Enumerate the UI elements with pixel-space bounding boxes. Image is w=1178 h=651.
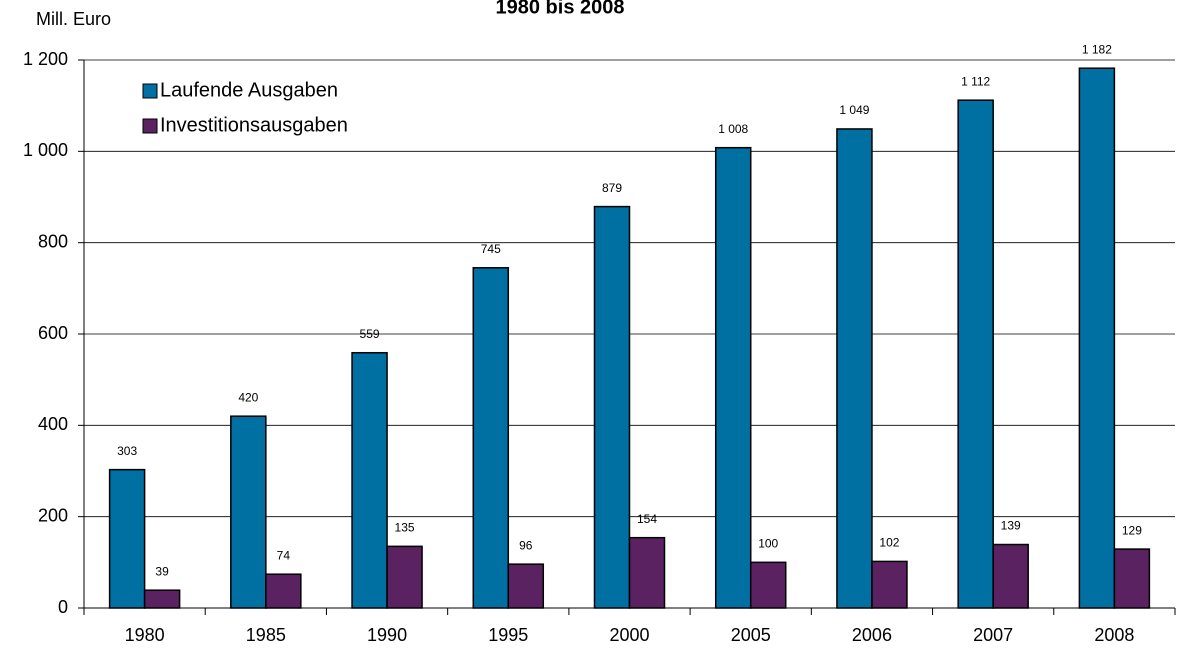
x-tick-label: 1990 [367, 625, 407, 645]
bar [628, 536, 666, 609]
x-tick-label: 1995 [488, 625, 528, 645]
bar [992, 543, 1029, 609]
x-tick-label: 2007 [973, 625, 1013, 645]
bar [836, 128, 873, 609]
x-tick-label: 1985 [246, 625, 286, 645]
value-label: 39 [155, 564, 169, 578]
value-label: 879 [602, 181, 622, 195]
legend-label: Investitionsausgaben [160, 114, 348, 136]
bar [230, 415, 267, 609]
y-tick-label: 0 [58, 597, 68, 617]
y-tick-label: 400 [38, 414, 68, 434]
value-label: 129 [1122, 523, 1142, 537]
value-label: 1 182 [1082, 42, 1112, 56]
y-tick-label: 600 [38, 323, 68, 343]
bar [593, 205, 631, 609]
bar [957, 99, 994, 609]
bar [1113, 548, 1151, 609]
value-label: 1 112 [961, 74, 990, 88]
bar [472, 267, 510, 609]
x-tick-label: 2006 [852, 625, 892, 645]
y-tick-label: 1 000 [23, 140, 68, 160]
value-label: 100 [758, 537, 778, 551]
bar [143, 589, 181, 609]
x-tick-label: 2000 [609, 625, 649, 645]
bar [714, 146, 752, 609]
x-tick-label: 2008 [1094, 625, 1134, 645]
value-label: 745 [481, 242, 501, 256]
value-label: 154 [637, 512, 657, 526]
legend-label: Laufende Ausgaben [160, 79, 338, 101]
bar [351, 351, 388, 609]
value-label: 1 049 [839, 103, 869, 117]
value-label: 139 [1001, 519, 1021, 533]
x-tick-label: 2005 [731, 625, 771, 645]
y-tick-label: 1 200 [23, 49, 68, 69]
y-tick-label: 200 [38, 505, 68, 525]
value-label: 74 [277, 548, 291, 562]
y-axis-label: Mill. Euro [36, 9, 111, 29]
value-label: 420 [238, 390, 258, 404]
x-tick-label: 1980 [125, 625, 165, 645]
value-label: 303 [117, 444, 137, 458]
value-label: 1 008 [718, 122, 748, 136]
bar [386, 545, 423, 609]
chart-title: 1980 bis 2008 [496, 0, 625, 18]
bar [749, 561, 787, 609]
value-label: 102 [879, 536, 899, 550]
bar [871, 560, 908, 609]
bar [507, 563, 545, 609]
bar [108, 468, 146, 609]
bar [1078, 67, 1116, 609]
value-label: 135 [395, 521, 415, 535]
legend-swatch [142, 83, 158, 99]
y-tick-label: 800 [38, 231, 68, 251]
legend-swatch [142, 118, 158, 134]
bar [265, 573, 302, 609]
value-label: 96 [519, 538, 533, 552]
value-label: 559 [360, 327, 380, 341]
